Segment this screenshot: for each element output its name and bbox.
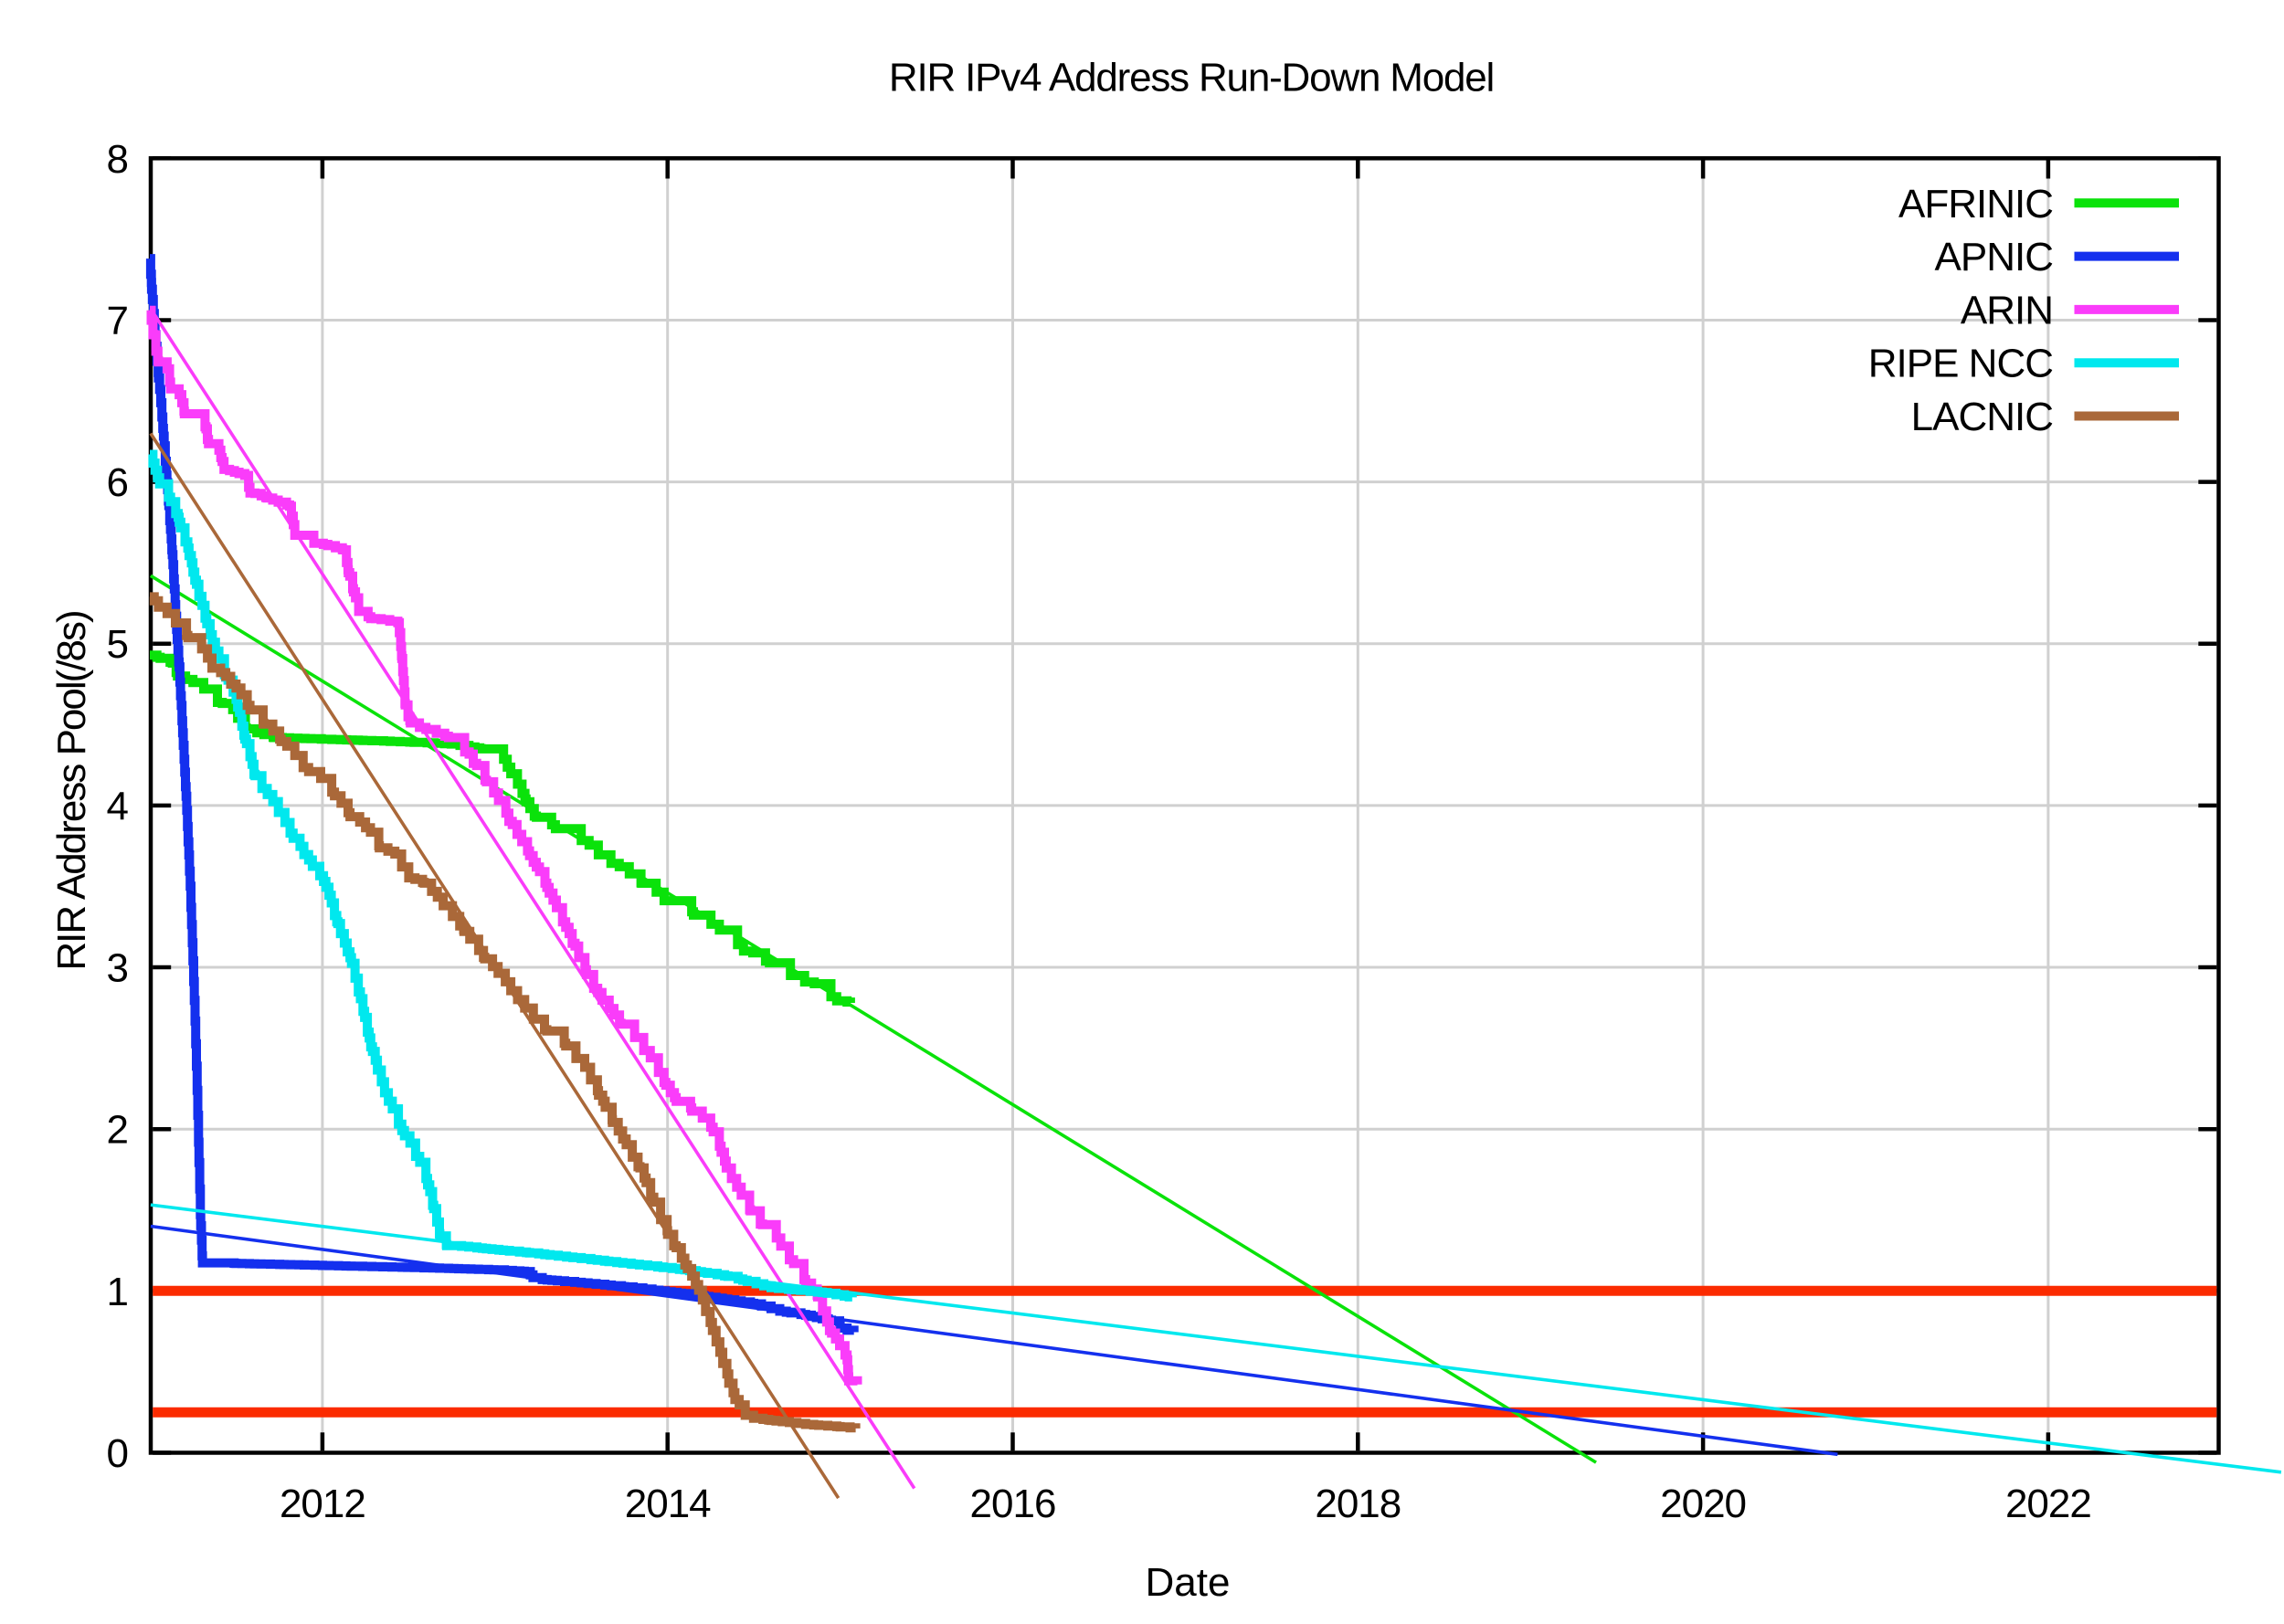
svg-text:0: 0 [107, 1431, 129, 1476]
svg-text:Date: Date [1146, 1560, 1231, 1605]
svg-text:5: 5 [107, 622, 129, 667]
svg-text:2020: 2020 [1660, 1482, 1746, 1526]
svg-text:8: 8 [107, 137, 129, 182]
svg-text:2: 2 [107, 1108, 129, 1153]
svg-text:ARIN: ARIN [1961, 288, 2053, 332]
svg-text:1: 1 [107, 1270, 129, 1314]
svg-text:2014: 2014 [625, 1482, 711, 1526]
svg-text:AFRINIC: AFRINIC [1898, 182, 2053, 227]
svg-text:LACNIC: LACNIC [1911, 395, 2054, 439]
svg-text:2022: 2022 [2005, 1482, 2091, 1526]
svg-text:RIR IPv4 Address Run-Down Mode: RIR IPv4 Address Run-Down Model [889, 56, 1494, 100]
svg-text:2018: 2018 [1315, 1482, 1401, 1526]
svg-text:4: 4 [107, 784, 129, 828]
svg-text:3: 3 [107, 946, 129, 991]
svg-text:RIPE NCC: RIPE NCC [1868, 342, 2053, 386]
svg-text:APNIC: APNIC [1935, 235, 2054, 279]
svg-text:RIR Address Pool(/8s): RIR Address Pool(/8s) [49, 611, 94, 970]
svg-text:6: 6 [107, 460, 129, 505]
svg-text:2012: 2012 [280, 1482, 365, 1526]
svg-text:2016: 2016 [970, 1482, 1056, 1526]
svg-text:7: 7 [107, 299, 129, 343]
